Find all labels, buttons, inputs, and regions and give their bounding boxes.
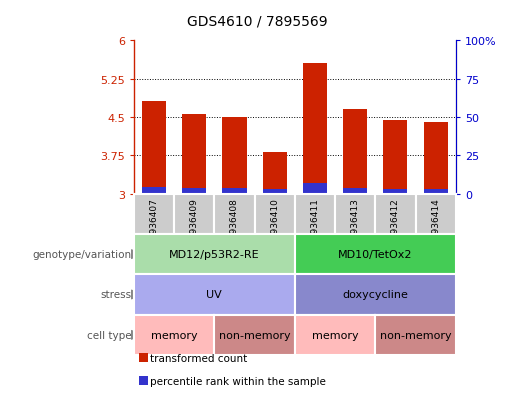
Bar (142, 102, 166, 194)
Bar (383, 190, 407, 194)
Bar (303, 184, 327, 194)
Text: GSM936407: GSM936407 (149, 197, 159, 252)
Bar (423, 190, 448, 194)
Text: memory: memory (312, 330, 358, 340)
Bar (263, 152, 287, 194)
Text: UV: UV (207, 290, 222, 300)
Bar (263, 190, 287, 194)
Text: non-memory: non-memory (380, 330, 451, 340)
Polygon shape (131, 331, 141, 339)
Text: GSM936408: GSM936408 (230, 197, 239, 252)
Text: transformed count: transformed count (150, 354, 248, 363)
Text: GDS4610 / 7895569: GDS4610 / 7895569 (187, 14, 328, 28)
Bar (222, 189, 247, 194)
Text: cell type: cell type (87, 330, 131, 340)
Text: MD12/p53R2-RE: MD12/p53R2-RE (169, 249, 260, 259)
Text: GSM936413: GSM936413 (351, 197, 359, 252)
Text: GSM936414: GSM936414 (431, 197, 440, 252)
Bar (383, 120, 407, 194)
Bar (222, 118, 247, 194)
Text: doxycycline: doxycycline (342, 290, 408, 300)
Text: MD10/TetOx2: MD10/TetOx2 (338, 249, 413, 259)
Text: GSM936412: GSM936412 (391, 197, 400, 252)
Text: GSM936410: GSM936410 (270, 197, 279, 252)
Text: stress: stress (100, 290, 131, 300)
Polygon shape (131, 290, 141, 299)
Bar (423, 123, 448, 194)
Bar (303, 64, 327, 194)
Bar (182, 189, 207, 194)
Text: genotype/variation: genotype/variation (32, 249, 131, 259)
Bar (182, 115, 207, 194)
Text: GSM936411: GSM936411 (311, 197, 319, 252)
Text: non-memory: non-memory (219, 330, 290, 340)
Text: memory: memory (151, 330, 197, 340)
Bar (343, 110, 367, 194)
Bar (142, 188, 166, 194)
Bar (343, 189, 367, 194)
Polygon shape (131, 250, 141, 259)
Text: percentile rank within the sample: percentile rank within the sample (150, 376, 327, 386)
Text: GSM936409: GSM936409 (190, 197, 199, 252)
